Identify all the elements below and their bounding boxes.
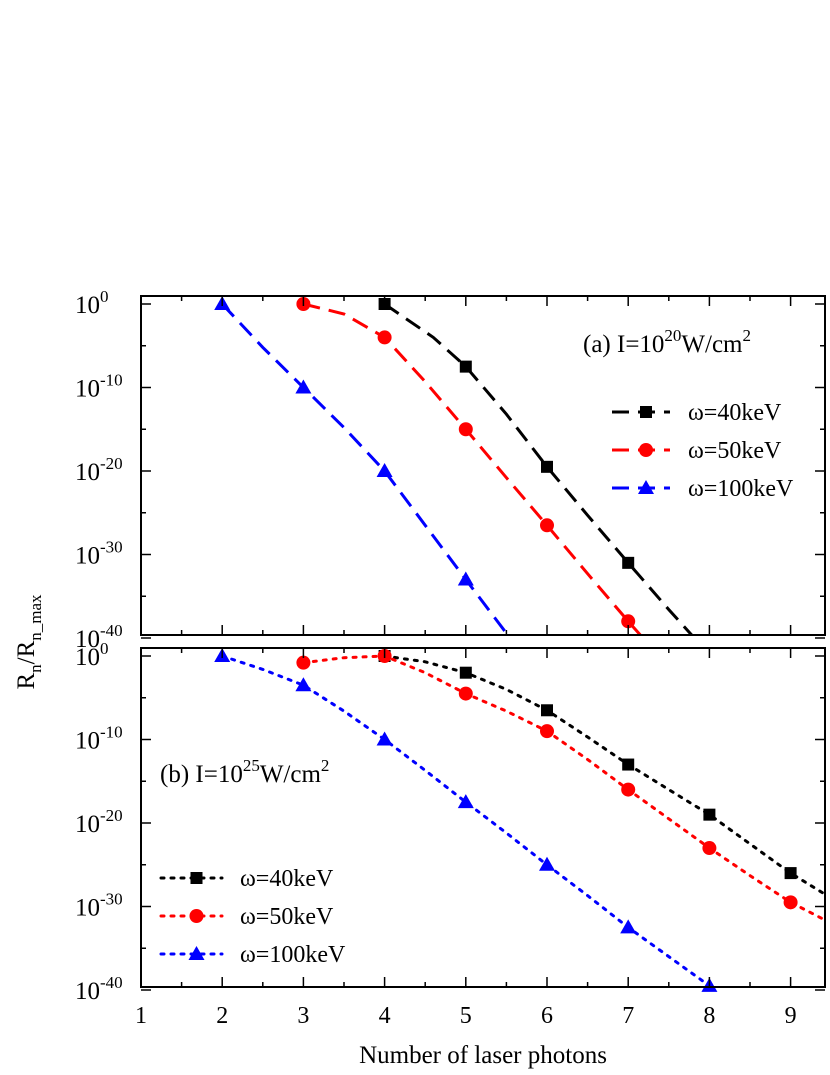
data-point-b-1-6	[783, 895, 798, 910]
legend-label-a-0: ω=40keV	[688, 400, 782, 426]
data-point-a-1-4	[621, 614, 636, 629]
markers-group-b	[214, 648, 798, 992]
x-tick-label-4: 4	[379, 1003, 391, 1029]
ticks-b: 100 10-10 10-20 10-30 10-40	[75, 639, 825, 1005]
legend-b: ω=40keV ω=50keV ω=100keV	[159, 866, 346, 968]
data-point-b-2-4	[539, 856, 555, 871]
data-point-a-2-1	[295, 379, 312, 394]
data-point-b-1-4	[621, 782, 636, 797]
series-line-b-1	[301, 654, 825, 922]
legend-label-b-2: ω=100keV	[240, 942, 346, 968]
data-point-a-0-2	[541, 460, 553, 473]
data-point-a-0-3	[622, 556, 635, 569]
series-line-a-2	[221, 302, 510, 635]
legend-marker-a-2	[638, 480, 654, 494]
y-tick-label-b-3: 10-30	[75, 890, 123, 922]
data-point-a-1-3	[540, 518, 554, 533]
y-tick-label-a-2: 10-20	[75, 454, 123, 486]
y-tick-label-b-4: 10-40	[75, 973, 123, 1005]
x-tick-label-8: 8	[703, 1003, 715, 1029]
x-tick-label-1: 1	[135, 1003, 147, 1029]
y-tick-label-a-0: 100	[75, 287, 109, 319]
plot-frame-a	[140, 295, 826, 636]
legend-marker-a-1	[639, 443, 653, 457]
legend-marker-b-1	[189, 909, 204, 923]
data-point-a-2-2	[376, 463, 393, 477]
x-tick-label-5: 5	[460, 1003, 472, 1029]
legend-marker-b-2	[188, 946, 205, 960]
series-line-b-0	[383, 654, 825, 897]
data-point-b-1-0	[296, 655, 311, 670]
data-point-b-0-4	[703, 808, 716, 821]
x-tick-labels: 1 2 3 4 5 6 7 8 9	[135, 1003, 797, 1029]
data-point-b-0-3	[622, 758, 635, 771]
x-tick-label-3: 3	[297, 1003, 309, 1029]
y-tick-label-b-2: 10-20	[75, 806, 123, 838]
series-line-a-1	[303, 302, 643, 635]
y-tick-label-b-0: 100	[75, 639, 109, 671]
legend-label-b-1: ω=50keV	[240, 904, 334, 930]
legend-marker-b-0	[190, 872, 203, 884]
x-tick-label-9: 9	[785, 1003, 797, 1029]
legend-label-a-2: ω=100keV	[688, 476, 794, 502]
data-point-a-0-1	[459, 360, 472, 373]
data-point-b-2-5	[620, 919, 637, 934]
data-point-b-2-1	[295, 677, 312, 692]
legend-marker-a-0	[640, 406, 652, 418]
plot-frame-b	[140, 647, 826, 988]
ticks-a: 100 10-10 10-20 10-30 10-40	[75, 287, 825, 653]
data-point-b-0-2	[541, 704, 553, 717]
legend-label-a-1: ω=50keV	[688, 438, 782, 464]
y-axis-label: Rn/Rn_max	[13, 594, 45, 690]
x-tick-label-6: 6	[541, 1003, 553, 1029]
data-point-b-2-2	[376, 731, 393, 746]
series-group-a	[221, 302, 694, 635]
x-tick-label-7: 7	[622, 1003, 634, 1029]
data-point-a-2-3	[457, 571, 474, 586]
legend-label-b-0: ω=40keV	[240, 866, 334, 892]
data-point-b-2-3	[457, 794, 474, 809]
data-point-b-0-5	[784, 867, 797, 880]
x-tick-label-2: 2	[216, 1003, 228, 1029]
y-tick-label-a-1: 10-10	[75, 371, 123, 403]
annotation-a: (a) I=1020W/cm2	[583, 326, 751, 358]
series-line-a-0	[383, 302, 694, 635]
legend-a: ω=40keV ω=50keV ω=100keV	[612, 400, 794, 502]
data-point-b-1-2	[458, 686, 473, 701]
annotation-b: (b) I=1025W/cm2	[160, 756, 329, 788]
x-axis-label: Number of laser photons	[359, 1042, 607, 1069]
data-point-b-1-3	[540, 724, 554, 739]
markers-group-a	[214, 296, 636, 629]
y-tick-label-a-3: 10-30	[75, 538, 123, 570]
data-point-a-1-1	[377, 330, 392, 345]
y-tick-label-a-4: 10-40	[75, 621, 123, 653]
y-tick-label-b-1: 10-10	[75, 723, 123, 755]
data-point-a-1-2	[458, 422, 473, 437]
data-point-b-0-1	[459, 666, 472, 679]
data-point-b-1-5	[702, 841, 717, 856]
